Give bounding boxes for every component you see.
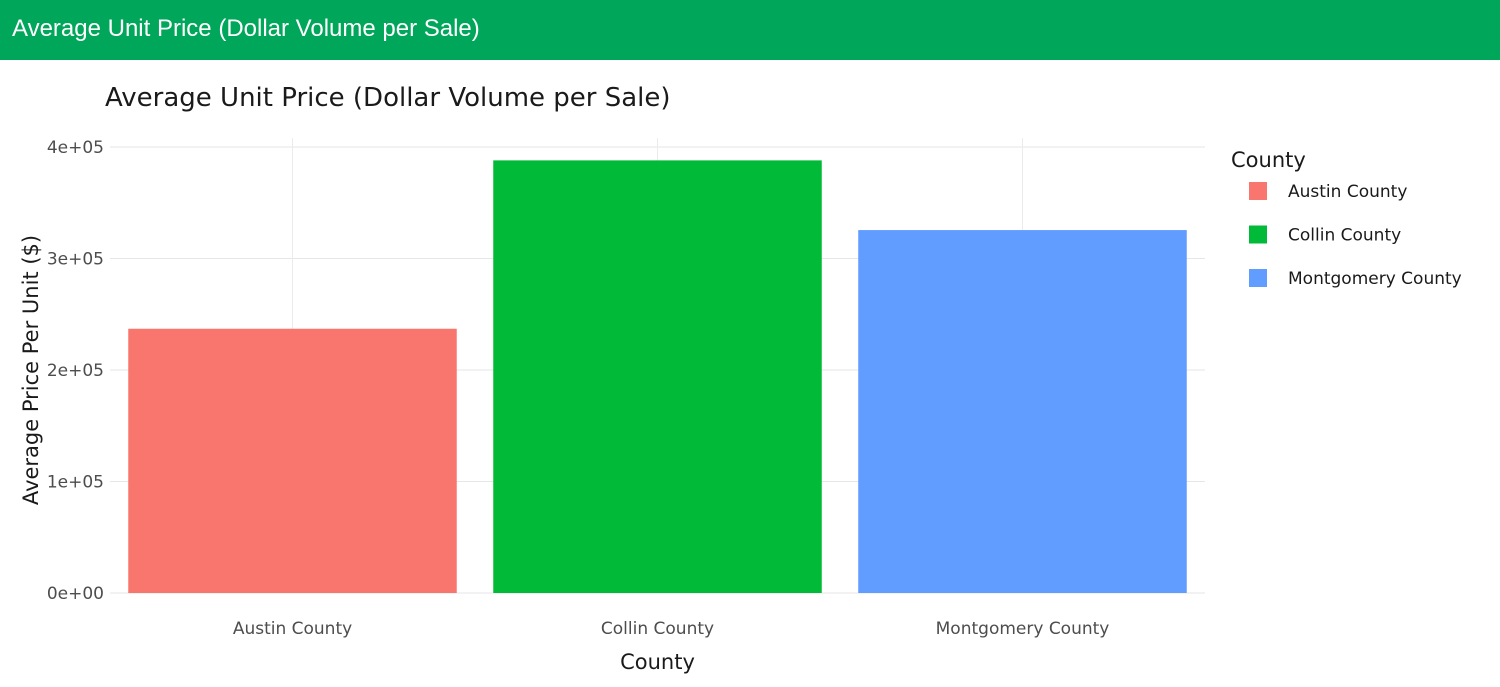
bar-chart: Average Unit Price (Dollar Volume per Sa… xyxy=(19,83,1462,674)
bar-montgomery-county xyxy=(858,230,1187,593)
x-tick-label: Montgomery County xyxy=(936,619,1110,639)
bar-collin-county xyxy=(493,160,822,593)
y-tick-label: 1e+05 xyxy=(47,473,104,493)
x-tick-label: Austin County xyxy=(233,619,352,639)
bar-austin-county xyxy=(128,328,457,593)
y-axis-title: Average Price Per Unit ($) xyxy=(19,235,43,505)
y-tick-label: 0e+00 xyxy=(47,584,104,604)
legend-swatch xyxy=(1249,225,1267,244)
y-tick-label: 3e+05 xyxy=(47,250,104,270)
y-tick-label: 2e+05 xyxy=(47,361,104,381)
x-tick-label: Collin County xyxy=(601,619,714,639)
chart-panel: Average Unit Price (Dollar Volume per Sa… xyxy=(0,60,1500,687)
app-header: Average Unit Price (Dollar Volume per Sa… xyxy=(0,0,1500,60)
legend-swatch xyxy=(1249,269,1267,287)
legend-title: County xyxy=(1231,148,1306,172)
x-axis-title: County xyxy=(620,650,695,674)
header-title: Average Unit Price (Dollar Volume per Sa… xyxy=(12,15,480,42)
legend-swatch xyxy=(1249,182,1267,200)
legend-label: Collin County xyxy=(1288,226,1401,246)
legend-label: Montgomery County xyxy=(1288,269,1462,289)
legend-label: Austin County xyxy=(1288,182,1407,202)
y-tick-label: 4e+05 xyxy=(47,138,104,158)
chart-title: Average Unit Price (Dollar Volume per Sa… xyxy=(105,83,671,113)
